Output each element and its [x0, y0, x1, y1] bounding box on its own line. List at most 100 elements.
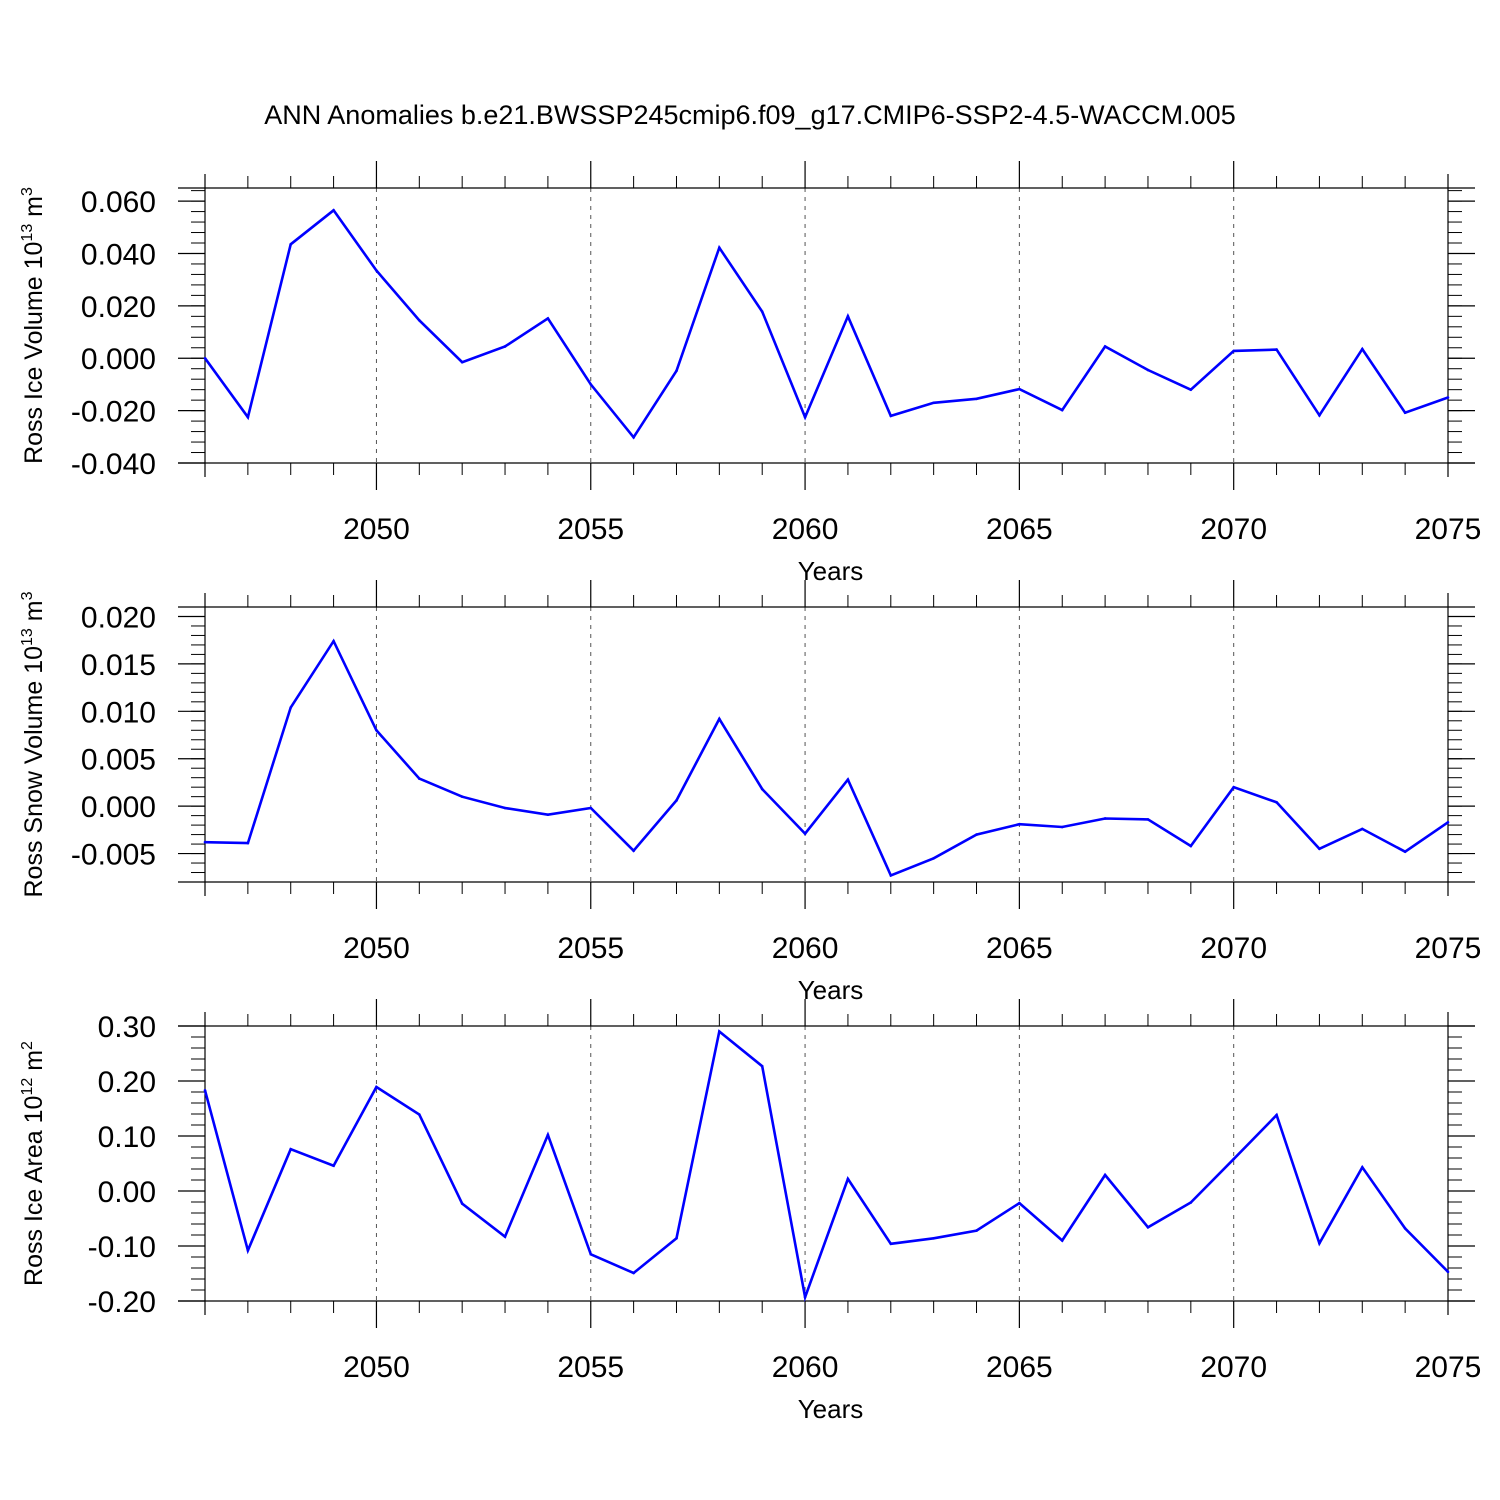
data-point [589, 806, 593, 810]
x-axis-label: Years [798, 975, 864, 1005]
data-point [803, 1295, 807, 1299]
data-point [503, 1235, 507, 1238]
data-point [1018, 387, 1021, 391]
data-point [718, 717, 721, 721]
y-axis-label: Ross Ice Volume 1013 m3 [19, 187, 48, 464]
series-line [203, 208, 1449, 440]
data-point [1146, 1226, 1150, 1229]
y-tick-label: 0.10 [98, 1121, 156, 1154]
data-point [1318, 1241, 1321, 1245]
data-point [1060, 408, 1064, 412]
data-point [332, 1164, 335, 1167]
panel-ross-ice-volume: 2050 2055 2060 2065 2070 2075 Years 0.060 0.040 0… [19, 161, 1481, 586]
x-tick-label: 2050 [343, 513, 410, 546]
data-point [1275, 1113, 1278, 1117]
x-tick-label: 2065 [986, 932, 1053, 965]
data-point [760, 787, 764, 791]
data-point [375, 1085, 378, 1089]
y-tick-label: 0.000 [81, 791, 156, 824]
data-point [1403, 411, 1407, 415]
panel-ross-snow-volume: 2050 2055 2060 2065 2070 2075 Years 0.020 0.015 0… [19, 580, 1481, 1005]
data-point [246, 1249, 250, 1252]
data-point [889, 414, 893, 418]
data-point [632, 436, 635, 439]
data-point [803, 832, 807, 835]
y-tick-label: -0.20 [88, 1286, 156, 1319]
data-point [1232, 1157, 1235, 1161]
data-point [503, 806, 507, 810]
x-tick-label: 2070 [1200, 513, 1267, 546]
data-point [546, 813, 550, 816]
data-point [1232, 785, 1235, 789]
y-tick-label: 0.040 [81, 238, 156, 271]
x-tick-label: 2060 [772, 932, 839, 965]
data-point [1446, 1270, 1450, 1274]
data-point [1360, 1166, 1364, 1169]
y-tick-label: 0.010 [81, 696, 156, 729]
y-tick-label: 0.015 [81, 649, 156, 682]
data-point [1446, 820, 1450, 824]
x-tick-label: 2055 [557, 932, 624, 965]
y-tick-label: 0.00 [98, 1176, 156, 1209]
x-tick-label: 2050 [343, 1351, 410, 1384]
data-point [889, 874, 893, 877]
data-point [460, 795, 464, 798]
x-tick-label: 2055 [557, 1351, 624, 1384]
data-point [1103, 817, 1107, 820]
x-tick-label: 2060 [772, 1351, 839, 1384]
data-point [1018, 822, 1021, 826]
data-point [1232, 349, 1235, 353]
y-tick-label: 0.000 [81, 343, 156, 376]
x-tick-label: 2070 [1200, 932, 1267, 965]
data-point [932, 856, 935, 860]
data-point [546, 1133, 550, 1137]
data-point [675, 799, 678, 802]
data-point [1018, 1201, 1021, 1205]
data-point [332, 208, 335, 212]
y-tick-label: -0.040 [71, 448, 156, 481]
panel-ross-ice-area: 2050 2055 2060 2065 2070 2075 Years 0.30 0.20 0.1… [19, 999, 1481, 1424]
data-point [460, 360, 464, 364]
y-tick-label: -0.005 [71, 839, 156, 872]
y-tick-label: 0.30 [98, 1011, 156, 1044]
data-point [246, 415, 250, 419]
x-axis-label: Years [798, 556, 864, 586]
data-point [203, 840, 207, 844]
data-point [718, 246, 721, 250]
data-point [203, 356, 207, 360]
data-point [718, 1030, 721, 1033]
data-point [1189, 388, 1193, 391]
x-tick-label: 2070 [1200, 1351, 1267, 1384]
data-point [632, 1271, 635, 1275]
data-point [246, 841, 250, 845]
data-point [1103, 1173, 1107, 1177]
data-point [546, 317, 550, 320]
series-line [203, 1029, 1449, 1303]
data-point [289, 243, 293, 246]
x-tick-label: 2060 [772, 513, 839, 546]
y-tick-label: 0.005 [81, 744, 156, 777]
y-tick-label: 0.020 [81, 291, 156, 324]
data-point [1146, 818, 1150, 821]
data-point [1189, 1201, 1193, 1204]
data-point [1403, 1227, 1407, 1230]
data-point [846, 315, 850, 318]
data-point [760, 1064, 764, 1068]
data-point [975, 397, 978, 401]
y-tick-label: 0.20 [98, 1066, 156, 1099]
data-point [1446, 396, 1450, 399]
x-tick-label: 2050 [343, 932, 410, 965]
data-point [1275, 348, 1278, 351]
y-tick-label: -0.10 [88, 1231, 156, 1264]
data-point [1403, 850, 1407, 853]
x-tick-label: 2075 [1415, 513, 1482, 546]
y-axis-label: Ross Ice Area 1012 m2 [19, 1041, 48, 1286]
data-point [375, 269, 378, 272]
y-tick-label: 0.060 [81, 186, 156, 219]
data-point [418, 318, 421, 322]
x-tick-label: 2065 [986, 513, 1053, 546]
figure-title: ANN Anomalies b.e21.BWSSP245cmip6.f09_g1… [264, 100, 1235, 130]
data-point [1189, 844, 1193, 848]
data-point [332, 639, 335, 643]
data-point [503, 345, 507, 348]
